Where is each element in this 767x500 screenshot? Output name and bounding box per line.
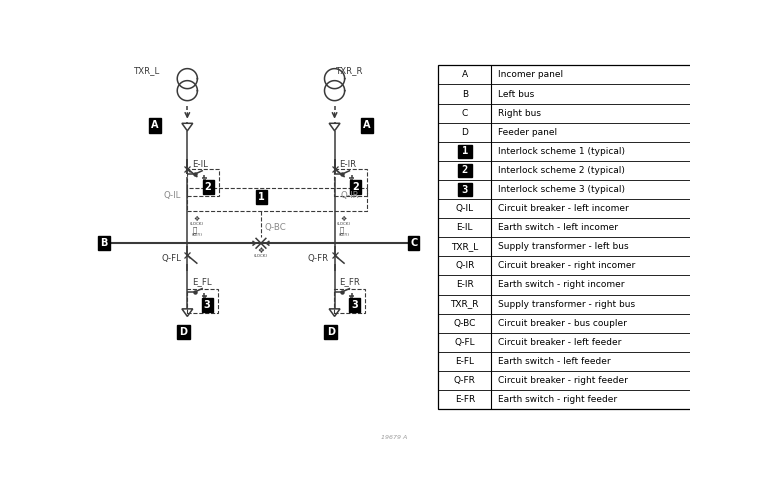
- Text: ⚿: ⚿: [193, 226, 196, 232]
- Text: Interlock scheme 1 (typical): Interlock scheme 1 (typical): [498, 147, 625, 156]
- Text: Feeder panel: Feeder panel: [498, 128, 557, 136]
- Text: 2: 2: [205, 182, 212, 192]
- Text: (KEY): (KEY): [338, 233, 350, 237]
- Text: ⚿: ⚿: [340, 226, 344, 232]
- Text: ❖: ❖: [341, 216, 347, 222]
- Text: E-FL: E-FL: [456, 357, 474, 366]
- Text: (KEY): (KEY): [191, 233, 202, 237]
- Text: Interlock scheme 3 (typical): Interlock scheme 3 (typical): [498, 185, 625, 194]
- Text: A: A: [364, 120, 371, 130]
- Text: E_FR: E_FR: [339, 278, 360, 286]
- Text: Q-IR: Q-IR: [341, 191, 360, 200]
- Text: B: B: [100, 238, 107, 248]
- Text: E-IR: E-IR: [339, 160, 357, 168]
- Text: Q-FL: Q-FL: [455, 338, 475, 347]
- Text: 1: 1: [462, 146, 468, 156]
- Bar: [458, 144, 472, 158]
- Text: 1: 1: [258, 192, 265, 202]
- Text: Supply transformer - left bus: Supply transformer - left bus: [498, 242, 629, 252]
- Text: Incomer panel: Incomer panel: [498, 70, 563, 80]
- Text: TXR_R: TXR_R: [336, 66, 364, 76]
- Text: (LOCK): (LOCK): [189, 222, 204, 226]
- Text: Q-IL: Q-IL: [456, 204, 474, 213]
- Text: Circuit breaker - bus coupler: Circuit breaker - bus coupler: [498, 318, 627, 328]
- Text: Q-FL: Q-FL: [161, 254, 181, 263]
- Text: Circuit breaker - right incomer: Circuit breaker - right incomer: [498, 262, 635, 270]
- Text: TXR_L: TXR_L: [134, 66, 160, 76]
- Text: A: A: [151, 120, 159, 130]
- Text: (LOCK): (LOCK): [254, 254, 268, 258]
- Text: C: C: [410, 238, 417, 248]
- Text: 3: 3: [462, 184, 468, 194]
- Text: Earth switch - right feeder: Earth switch - right feeder: [498, 395, 617, 404]
- Text: ❖: ❖: [193, 216, 199, 222]
- Text: Q-IR: Q-IR: [455, 262, 475, 270]
- Text: TXR_R: TXR_R: [450, 300, 479, 308]
- Text: D: D: [461, 128, 468, 136]
- Bar: [458, 183, 472, 196]
- Text: Right bus: Right bus: [498, 108, 541, 118]
- Text: E-IL: E-IL: [192, 160, 208, 168]
- Text: (LOCK): (LOCK): [337, 222, 351, 226]
- Text: 3: 3: [351, 300, 357, 310]
- Text: Q-BC: Q-BC: [265, 224, 287, 232]
- Text: E-IL: E-IL: [456, 223, 473, 232]
- Text: Earth switch - left incomer: Earth switch - left incomer: [498, 223, 618, 232]
- Text: Q-BC: Q-BC: [453, 318, 476, 328]
- Text: B: B: [462, 90, 468, 98]
- Text: E-FR: E-FR: [455, 395, 475, 404]
- Text: TXR_L: TXR_L: [451, 242, 479, 252]
- Text: Q-FR: Q-FR: [308, 254, 328, 263]
- Text: A: A: [462, 70, 468, 80]
- Text: Earth switch - right incomer: Earth switch - right incomer: [498, 280, 624, 289]
- Text: E-IR: E-IR: [456, 280, 474, 289]
- Text: Q-FR: Q-FR: [454, 376, 476, 385]
- Text: ❖: ❖: [258, 246, 265, 256]
- Text: Circuit breaker - left feeder: Circuit breaker - left feeder: [498, 338, 621, 347]
- Text: D: D: [327, 327, 334, 337]
- Text: Circuit breaker - right feeder: Circuit breaker - right feeder: [498, 376, 628, 385]
- Text: Earth switch - left feeder: Earth switch - left feeder: [498, 357, 611, 366]
- Text: Supply transformer - right bus: Supply transformer - right bus: [498, 300, 635, 308]
- Bar: [458, 164, 472, 177]
- Text: C: C: [462, 108, 468, 118]
- Text: Q-IL: Q-IL: [163, 191, 181, 200]
- Text: 19679 A: 19679 A: [381, 436, 407, 440]
- Text: E_FL: E_FL: [192, 278, 212, 286]
- Text: 2: 2: [352, 182, 359, 192]
- Bar: [439, 66, 714, 409]
- Text: D: D: [179, 327, 187, 337]
- Text: Left bus: Left bus: [498, 90, 535, 98]
- Text: Interlock scheme 2 (typical): Interlock scheme 2 (typical): [498, 166, 625, 175]
- Text: Circuit breaker - left incomer: Circuit breaker - left incomer: [498, 204, 629, 213]
- Text: 2: 2: [462, 166, 468, 175]
- Text: 3: 3: [204, 300, 210, 310]
